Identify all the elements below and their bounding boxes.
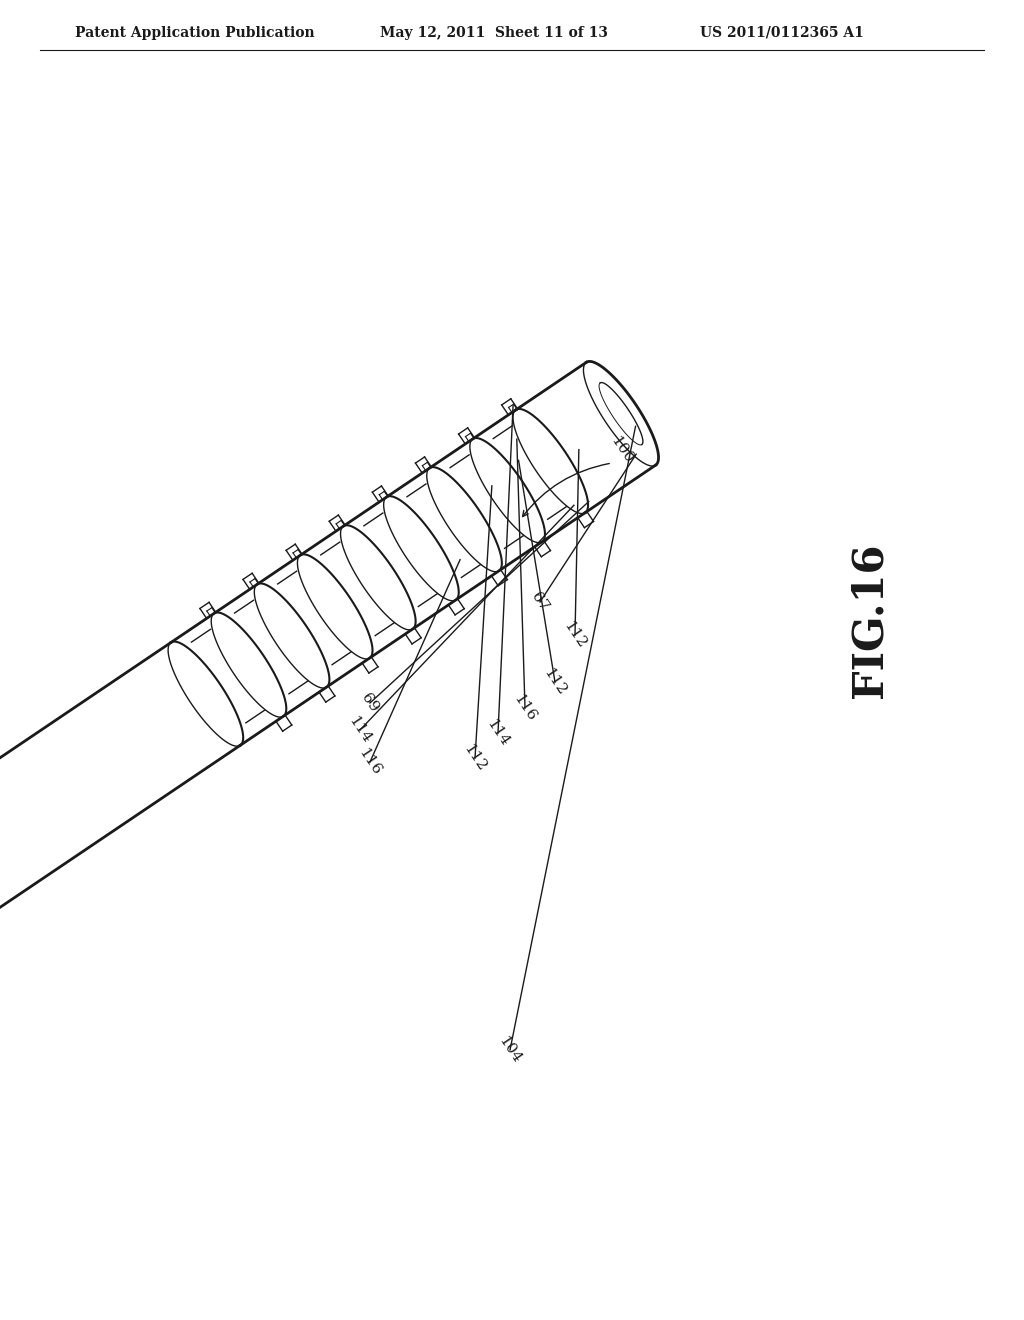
Text: 112: 112 <box>541 667 569 698</box>
Text: 114: 114 <box>484 717 512 748</box>
Text: Patent Application Publication: Patent Application Publication <box>75 26 314 40</box>
Text: 116: 116 <box>511 692 539 725</box>
Text: FIG.16: FIG.16 <box>849 543 891 698</box>
Text: 67: 67 <box>528 590 551 614</box>
Polygon shape <box>0 362 658 929</box>
Text: 114: 114 <box>346 714 374 746</box>
Text: 116: 116 <box>356 746 384 777</box>
Text: 100: 100 <box>608 434 636 466</box>
Text: 69: 69 <box>358 690 381 715</box>
Text: May 12, 2011  Sheet 11 of 13: May 12, 2011 Sheet 11 of 13 <box>380 26 608 40</box>
Text: 104: 104 <box>496 1034 524 1067</box>
Text: US 2011/0112365 A1: US 2011/0112365 A1 <box>700 26 864 40</box>
Text: 112: 112 <box>561 619 589 651</box>
Text: 112: 112 <box>461 742 489 774</box>
